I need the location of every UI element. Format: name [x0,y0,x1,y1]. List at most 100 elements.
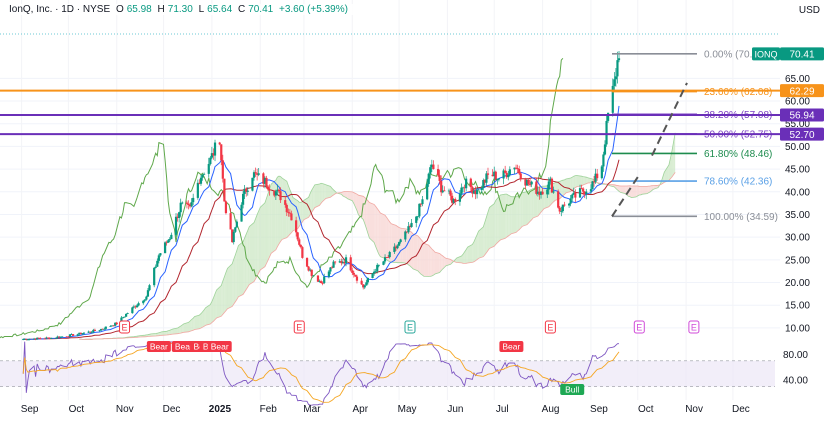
candle-body [231,229,234,243]
cloud-segment [570,177,573,192]
candle-body [405,231,408,233]
candle-body [241,193,245,205]
time-tick: Apr [353,404,369,415]
cloud-segment [519,194,521,230]
cloud-segment [477,231,479,260]
price-tick: 65.00 [785,74,810,85]
cloud-segment [388,219,390,262]
candle-body [93,329,97,331]
cloud-segment [321,183,323,204]
cloud-segment [375,206,378,251]
candle-body [561,204,564,212]
candle-body [410,222,413,227]
candle-body [32,338,36,340]
candle-body [28,339,31,340]
candle-body [399,239,402,243]
cloud-segment [213,293,216,322]
cloud-segment [517,195,520,231]
candle-body [47,337,50,339]
cloud-segment [319,183,322,206]
cloud-segment [151,333,156,337]
cloud-segment [182,323,184,333]
candle-body [394,246,398,249]
time-tick: May [398,404,417,415]
candle-body [54,337,58,339]
candle-body [148,285,151,291]
candle-body [438,175,441,181]
rsi-signal-label: Bear [175,342,193,352]
price-label: 70.41 [780,47,824,61]
cloud-segment [353,192,356,207]
candle-body [491,174,494,177]
cloud-segment [269,184,272,257]
cloud-segment [221,281,223,317]
fib-level: 23.60% (62.08) [612,87,772,98]
candle-body [430,164,433,168]
price-label-text: 52.70 [789,130,814,141]
candle-body [365,282,368,286]
candle-body [482,179,485,189]
candle-body [507,174,510,178]
candle-body [486,173,490,175]
earnings-marker: E [119,320,131,334]
cloud-segment [439,253,442,273]
leading-span-b [79,172,676,340]
earnings-label: E [636,323,642,333]
earnings-box [404,320,416,334]
earnings-marker: E [404,320,416,334]
time-tick: Nov [116,404,134,415]
candle-body [426,183,429,200]
candle-body [606,112,610,121]
candle-body [196,182,199,198]
cloud-segment [177,327,180,334]
time-tick: Oct [69,404,85,415]
candle-body [352,272,355,275]
cloud-segment [249,222,255,285]
candle-body [569,198,572,204]
cloud-segment [486,212,488,253]
candle-body [279,191,282,201]
conversion-line [23,105,620,340]
cloud-segment [497,196,499,243]
cloud-segment [238,241,244,297]
cloud-segment [619,185,621,193]
candle-body [142,300,145,304]
candle-body [429,167,432,174]
candle-body [70,334,73,335]
candle-body [432,164,435,170]
earnings-box [688,320,700,334]
candle-body [344,257,348,264]
candle-body [497,178,501,180]
candle-body [385,257,388,258]
cloud-segment [325,184,331,199]
candle-body [340,261,343,264]
rsi-ma-line [22,341,620,403]
cloud-segment [225,268,228,311]
earnings-label: E [691,323,697,333]
cloud-segment [422,241,425,277]
price-labels: 70.41 62.29 56.94 52.70 IONQ [752,47,824,141]
price-tick: 10.00 [785,323,810,334]
cloud-segment [467,244,473,263]
cloud-segment [472,241,474,263]
candle-body [452,199,455,203]
price-tick: 25.00 [785,255,810,266]
candle-body [362,284,365,288]
candle-body [514,167,518,169]
candle-body [493,171,496,177]
earnings-box [544,320,556,334]
candle-body [56,336,59,338]
candle-body [591,181,594,190]
candle-body [558,207,561,212]
price-label-bg [780,108,824,122]
candle-body [327,271,330,277]
cloud-segment [391,223,396,263]
fib-level: 61.80% (48.46) [612,149,772,160]
cloud-segment [210,301,212,324]
fibonacci-retracement[interactable]: 0.00% (70.41)23.60% (62.08)38.20% (57.08… [0,49,780,223]
candle-body [235,221,238,228]
cloud-segment [194,315,200,330]
cloud-segment [584,176,587,185]
candle-body [135,305,139,308]
